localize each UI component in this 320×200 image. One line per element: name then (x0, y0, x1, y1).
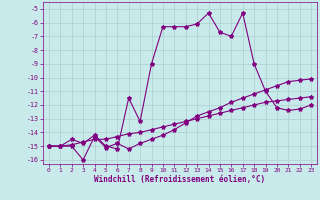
X-axis label: Windchill (Refroidissement éolien,°C): Windchill (Refroidissement éolien,°C) (94, 175, 266, 184)
